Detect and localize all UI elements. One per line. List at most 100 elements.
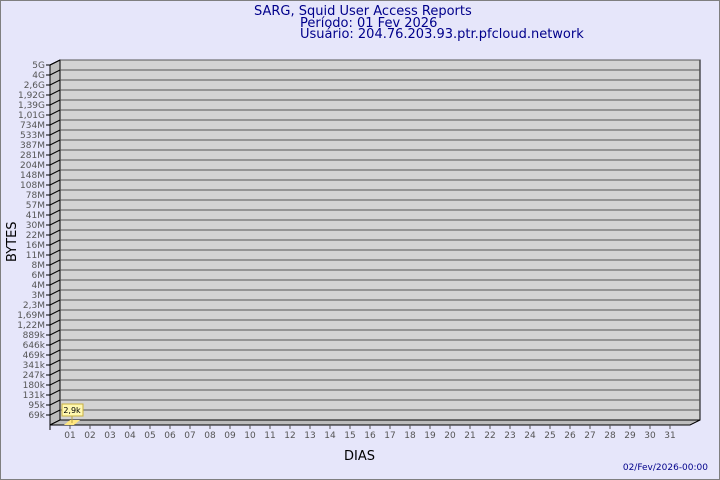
x-tick-label: 13	[304, 431, 315, 441]
chart-title: SARG, Squid User Access Reports	[254, 4, 472, 19]
grid-line-side	[49, 339, 61, 346]
x-tick-label: 12	[284, 431, 295, 441]
data-label: 2,9k	[63, 406, 81, 415]
y-tick-label: 57M	[26, 201, 45, 211]
grid-line-side	[49, 349, 61, 356]
grid-line-side	[49, 129, 61, 136]
x-tick-label: 18	[404, 431, 416, 441]
y-tick-label: 148M	[20, 171, 45, 181]
y-tick-label: 734M	[20, 121, 45, 131]
x-tick-label: 08	[204, 431, 216, 441]
data-label-box	[61, 403, 84, 417]
grid-line-side	[49, 79, 61, 86]
y-tick-label: 108M	[20, 181, 45, 191]
x-tick-label: 14	[324, 431, 336, 441]
x-tick-label: 26	[564, 431, 576, 441]
y-tick-label: 533M	[20, 131, 45, 141]
x-tick-label: 19	[424, 431, 436, 441]
grid-line-side	[49, 229, 61, 236]
grid-line-side	[49, 239, 61, 246]
y-tick-label: 8M	[32, 261, 46, 271]
y-tick-label: 11M	[26, 251, 45, 261]
y-tick-label: 1,22M	[17, 321, 45, 331]
grid-line-side	[49, 189, 61, 196]
y-tick-label: 6M	[32, 271, 46, 281]
y-tick-label: 3M	[32, 291, 46, 301]
x-tick-label: 03	[104, 431, 115, 441]
y-tick-label: 247k	[23, 371, 46, 381]
y-tick-label: 469k	[23, 351, 46, 361]
x-tick-label: 30	[644, 431, 656, 441]
x-tick-label: 10	[244, 431, 256, 441]
plot-floor	[49, 419, 701, 426]
grid-line-side	[49, 259, 61, 266]
x-tick-label: 20	[444, 431, 456, 441]
grid-line-side	[49, 329, 61, 336]
x-tick-label: 28	[604, 431, 616, 441]
grid-line-side	[49, 249, 61, 256]
y-tick-label: 341k	[23, 361, 46, 371]
y-tick-label: 387M	[20, 141, 45, 151]
grid-line-side	[49, 169, 61, 176]
x-tick-label: 01	[64, 431, 75, 441]
grid-line-side	[49, 389, 61, 396]
grid-line-side	[49, 319, 61, 326]
x-tick-label: 02	[84, 431, 95, 441]
x-tick-label: 31	[664, 431, 675, 441]
y-tick-label: 281M	[20, 151, 45, 161]
grid-line-side	[49, 379, 61, 386]
y-tick-label: 1,39G	[18, 101, 45, 111]
y-tick-label: 1,92G	[18, 91, 45, 101]
y-axis-label: BYTES	[5, 221, 20, 262]
grid-line-side	[49, 119, 61, 126]
y-tick-label: 30M	[26, 221, 45, 231]
y-tick-label: 1,69M	[17, 311, 45, 321]
grid-line-side	[49, 279, 61, 286]
grid-line-side	[49, 399, 61, 406]
x-tick-label: 16	[364, 431, 376, 441]
x-tick-label: 29	[624, 431, 636, 441]
y-tick-label: 41M	[26, 211, 45, 221]
grid-line-side	[49, 219, 61, 226]
grid-line-side	[49, 59, 61, 66]
y-tick-label: 2,6G	[24, 81, 45, 91]
y-tick-label: 204M	[20, 161, 45, 171]
y-tick-label: 5G	[32, 61, 45, 71]
x-tick-label: 05	[144, 431, 155, 441]
x-tick-label: 09	[224, 431, 236, 441]
y-tick-label: 2,3M	[23, 301, 45, 311]
grid-line-side	[49, 149, 61, 156]
x-tick-label: 27	[584, 431, 595, 441]
y-tick-label: 22M	[26, 231, 45, 241]
grid-line-side	[49, 89, 61, 96]
grid-line-side	[49, 369, 61, 376]
x-tick-label: 24	[524, 431, 536, 441]
x-tick-label: 22	[484, 431, 495, 441]
x-tick-label: 06	[164, 431, 176, 441]
y-tick-label: 889k	[23, 331, 46, 341]
y-tick-label: 4G	[32, 71, 45, 81]
grid-line-side	[49, 269, 61, 276]
y-tick-label: 69k	[28, 411, 45, 421]
chart-user: Usuário: 204.76.203.93.ptr.pfcloud.netwo…	[300, 27, 584, 42]
grid-line-side	[49, 99, 61, 106]
grid-line-side	[49, 409, 61, 416]
x-tick-label: 11	[264, 431, 275, 441]
x-tick-label: 17	[384, 431, 395, 441]
footer-timestamp: 02/Fev/2026-00:00	[623, 463, 708, 473]
y-tick-label: 646k	[23, 341, 46, 351]
x-tick-label: 07	[184, 431, 195, 441]
x-tick-label: 04	[124, 431, 136, 441]
grid-line-side	[49, 69, 61, 76]
grid-line-side	[49, 109, 61, 116]
x-tick-label: 21	[464, 431, 475, 441]
chart-period: Período: 01 Fev 2026	[300, 16, 437, 31]
grid-line-side	[49, 209, 61, 216]
y-tick-label: 180k	[23, 381, 46, 391]
y-tick-label: 1,01G	[18, 111, 45, 121]
grid-line-side	[49, 309, 61, 316]
y-tick-label: 16M	[26, 241, 45, 251]
grid-line-side	[49, 139, 61, 146]
grid-line-side	[49, 159, 61, 166]
